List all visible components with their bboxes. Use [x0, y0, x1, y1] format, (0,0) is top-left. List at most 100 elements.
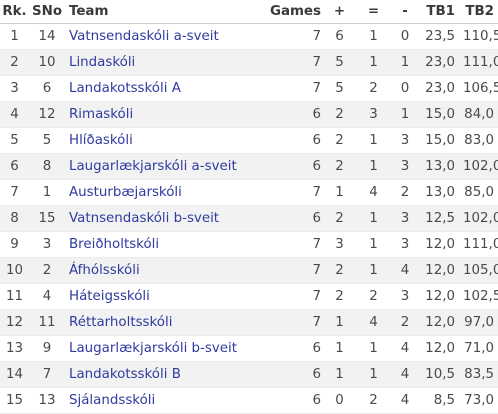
draws-cell: 3: [356, 101, 391, 128]
starting-number-cell: 12: [29, 101, 65, 128]
team-link[interactable]: Sjálandsskóli: [65, 387, 250, 414]
tb1-cell: 12,0: [419, 231, 461, 258]
header-losses: -: [391, 0, 419, 24]
table-row: 11 4 Háteigsskóli 7 2 2 3 12,0 102,5: [0, 283, 498, 310]
table-row: 14 7 Landakotsskóli B 6 1 1 4 10,5 83,5: [0, 361, 498, 388]
losses-cell: 4: [391, 257, 419, 284]
table-header: Rk. SNo Team Games + = - TB1 TB2: [0, 0, 498, 24]
games-cell: 6: [250, 205, 323, 232]
losses-cell: 4: [391, 335, 419, 362]
tb1-cell: 23,5: [419, 23, 461, 50]
tb1-cell: 13,0: [419, 179, 461, 206]
losses-cell: 3: [391, 153, 419, 180]
header-rank: Rk.: [0, 0, 29, 24]
draws-cell: 1: [356, 23, 391, 50]
tb2-cell: 83,0: [461, 127, 498, 154]
draws-cell: 4: [356, 179, 391, 206]
starting-number-cell: 15: [29, 205, 65, 232]
team-link[interactable]: Vatnsendaskóli a-sveit: [65, 23, 250, 50]
games-cell: 6: [250, 335, 323, 362]
team-link[interactable]: Áfhólsskóli: [65, 257, 250, 284]
table-row: 3 6 Landakotsskóli A 7 5 2 0 23,0 106,5: [0, 75, 498, 102]
team-link[interactable]: Lindaskóli: [65, 49, 250, 76]
wins-cell: 2: [323, 153, 356, 180]
tb2-cell: 102,5: [461, 283, 498, 310]
tb2-cell: 97,0: [461, 309, 498, 336]
losses-cell: 2: [391, 309, 419, 336]
wins-cell: 2: [323, 283, 356, 310]
losses-cell: 3: [391, 127, 419, 154]
starting-number-cell: 10: [29, 49, 65, 76]
games-cell: 7: [250, 75, 323, 102]
team-link[interactable]: Réttarholtsskóli: [65, 309, 250, 336]
rank-cell: 2: [0, 49, 29, 76]
games-cell: 7: [250, 257, 323, 284]
starting-number-cell: 8: [29, 153, 65, 180]
header-starting-number: SNo: [29, 0, 65, 24]
wins-cell: 5: [323, 75, 356, 102]
table-row: 15 13 Sjálandsskóli 6 0 2 4 8,5 73,0: [0, 387, 498, 414]
table-row: 9 3 Breiðholtskóli 7 3 1 3 12,0 111,0: [0, 231, 498, 258]
starting-number-cell: 1: [29, 179, 65, 206]
rank-cell: 15: [0, 387, 29, 414]
table-row: 7 1 Austurbæjarskóli 7 1 4 2 13,0 85,0: [0, 179, 498, 206]
team-link[interactable]: Laugarlækjarskóli b-sveit: [65, 335, 250, 362]
games-cell: 7: [250, 179, 323, 206]
tb1-cell: 12,0: [419, 309, 461, 336]
team-link[interactable]: Breiðholtskóli: [65, 231, 250, 258]
header-tb1: TB1: [419, 0, 461, 24]
starting-number-cell: 11: [29, 309, 65, 336]
tb1-cell: 12,0: [419, 257, 461, 284]
draws-cell: 1: [356, 231, 391, 258]
rank-cell: 1: [0, 23, 29, 50]
draws-cell: 1: [356, 205, 391, 232]
games-cell: 6: [250, 127, 323, 154]
games-cell: 6: [250, 153, 323, 180]
draws-cell: 1: [356, 127, 391, 154]
tb2-cell: 84,0: [461, 101, 498, 128]
team-link[interactable]: Hlíðaskóli: [65, 127, 250, 154]
tb1-cell: 15,0: [419, 127, 461, 154]
starting-number-cell: 9: [29, 335, 65, 362]
wins-cell: 1: [323, 309, 356, 336]
rank-cell: 7: [0, 179, 29, 206]
team-link[interactable]: Landakotsskóli A: [65, 75, 250, 102]
header-row: Rk. SNo Team Games + = - TB1 TB2: [0, 0, 498, 24]
draws-cell: 1: [356, 257, 391, 284]
games-cell: 6: [250, 387, 323, 414]
team-link[interactable]: Háteigsskóli: [65, 283, 250, 310]
table-row: 12 11 Réttarholtsskóli 7 1 4 2 12,0 97,0: [0, 309, 498, 336]
starting-number-cell: 13: [29, 387, 65, 414]
draws-cell: 1: [356, 335, 391, 362]
team-link[interactable]: Vatnsendaskóli b-sveit: [65, 205, 250, 232]
team-link[interactable]: Rimaskóli: [65, 101, 250, 128]
wins-cell: 6: [323, 23, 356, 50]
draws-cell: 1: [356, 49, 391, 76]
losses-cell: 1: [391, 49, 419, 76]
games-cell: 7: [250, 283, 323, 310]
tb1-cell: 12,5: [419, 205, 461, 232]
tb2-cell: 73,0: [461, 387, 498, 414]
table-row: 1 14 Vatnsendaskóli a-sveit 7 6 1 0 23,5 110,5: [0, 23, 498, 50]
team-link[interactable]: Austurbæjarskóli: [65, 179, 250, 206]
header-team: Team: [65, 0, 250, 24]
draws-cell: 1: [356, 153, 391, 180]
draws-cell: 2: [356, 387, 391, 414]
tb1-cell: 10,5: [419, 361, 461, 388]
losses-cell: 0: [391, 23, 419, 50]
rank-cell: 13: [0, 335, 29, 362]
rank-cell: 12: [0, 309, 29, 336]
team-link[interactable]: Landakotsskóli B: [65, 361, 250, 388]
table-row: 10 2 Áfhólsskóli 7 2 1 4 12,0 105,0: [0, 257, 498, 284]
tb2-cell: 85,0: [461, 179, 498, 206]
table-row: 6 8 Laugarlækjarskóli a-sveit 6 2 1 3 13,0 102,0: [0, 153, 498, 180]
starting-number-cell: 6: [29, 75, 65, 102]
table-row: 4 12 Rimaskóli 6 2 3 1 15,0 84,0: [0, 101, 498, 128]
rank-cell: 4: [0, 101, 29, 128]
wins-cell: 3: [323, 231, 356, 258]
tb1-cell: 13,0: [419, 153, 461, 180]
team-link[interactable]: Laugarlækjarskóli a-sveit: [65, 153, 250, 180]
tb1-cell: 15,0: [419, 101, 461, 128]
losses-cell: 3: [391, 205, 419, 232]
